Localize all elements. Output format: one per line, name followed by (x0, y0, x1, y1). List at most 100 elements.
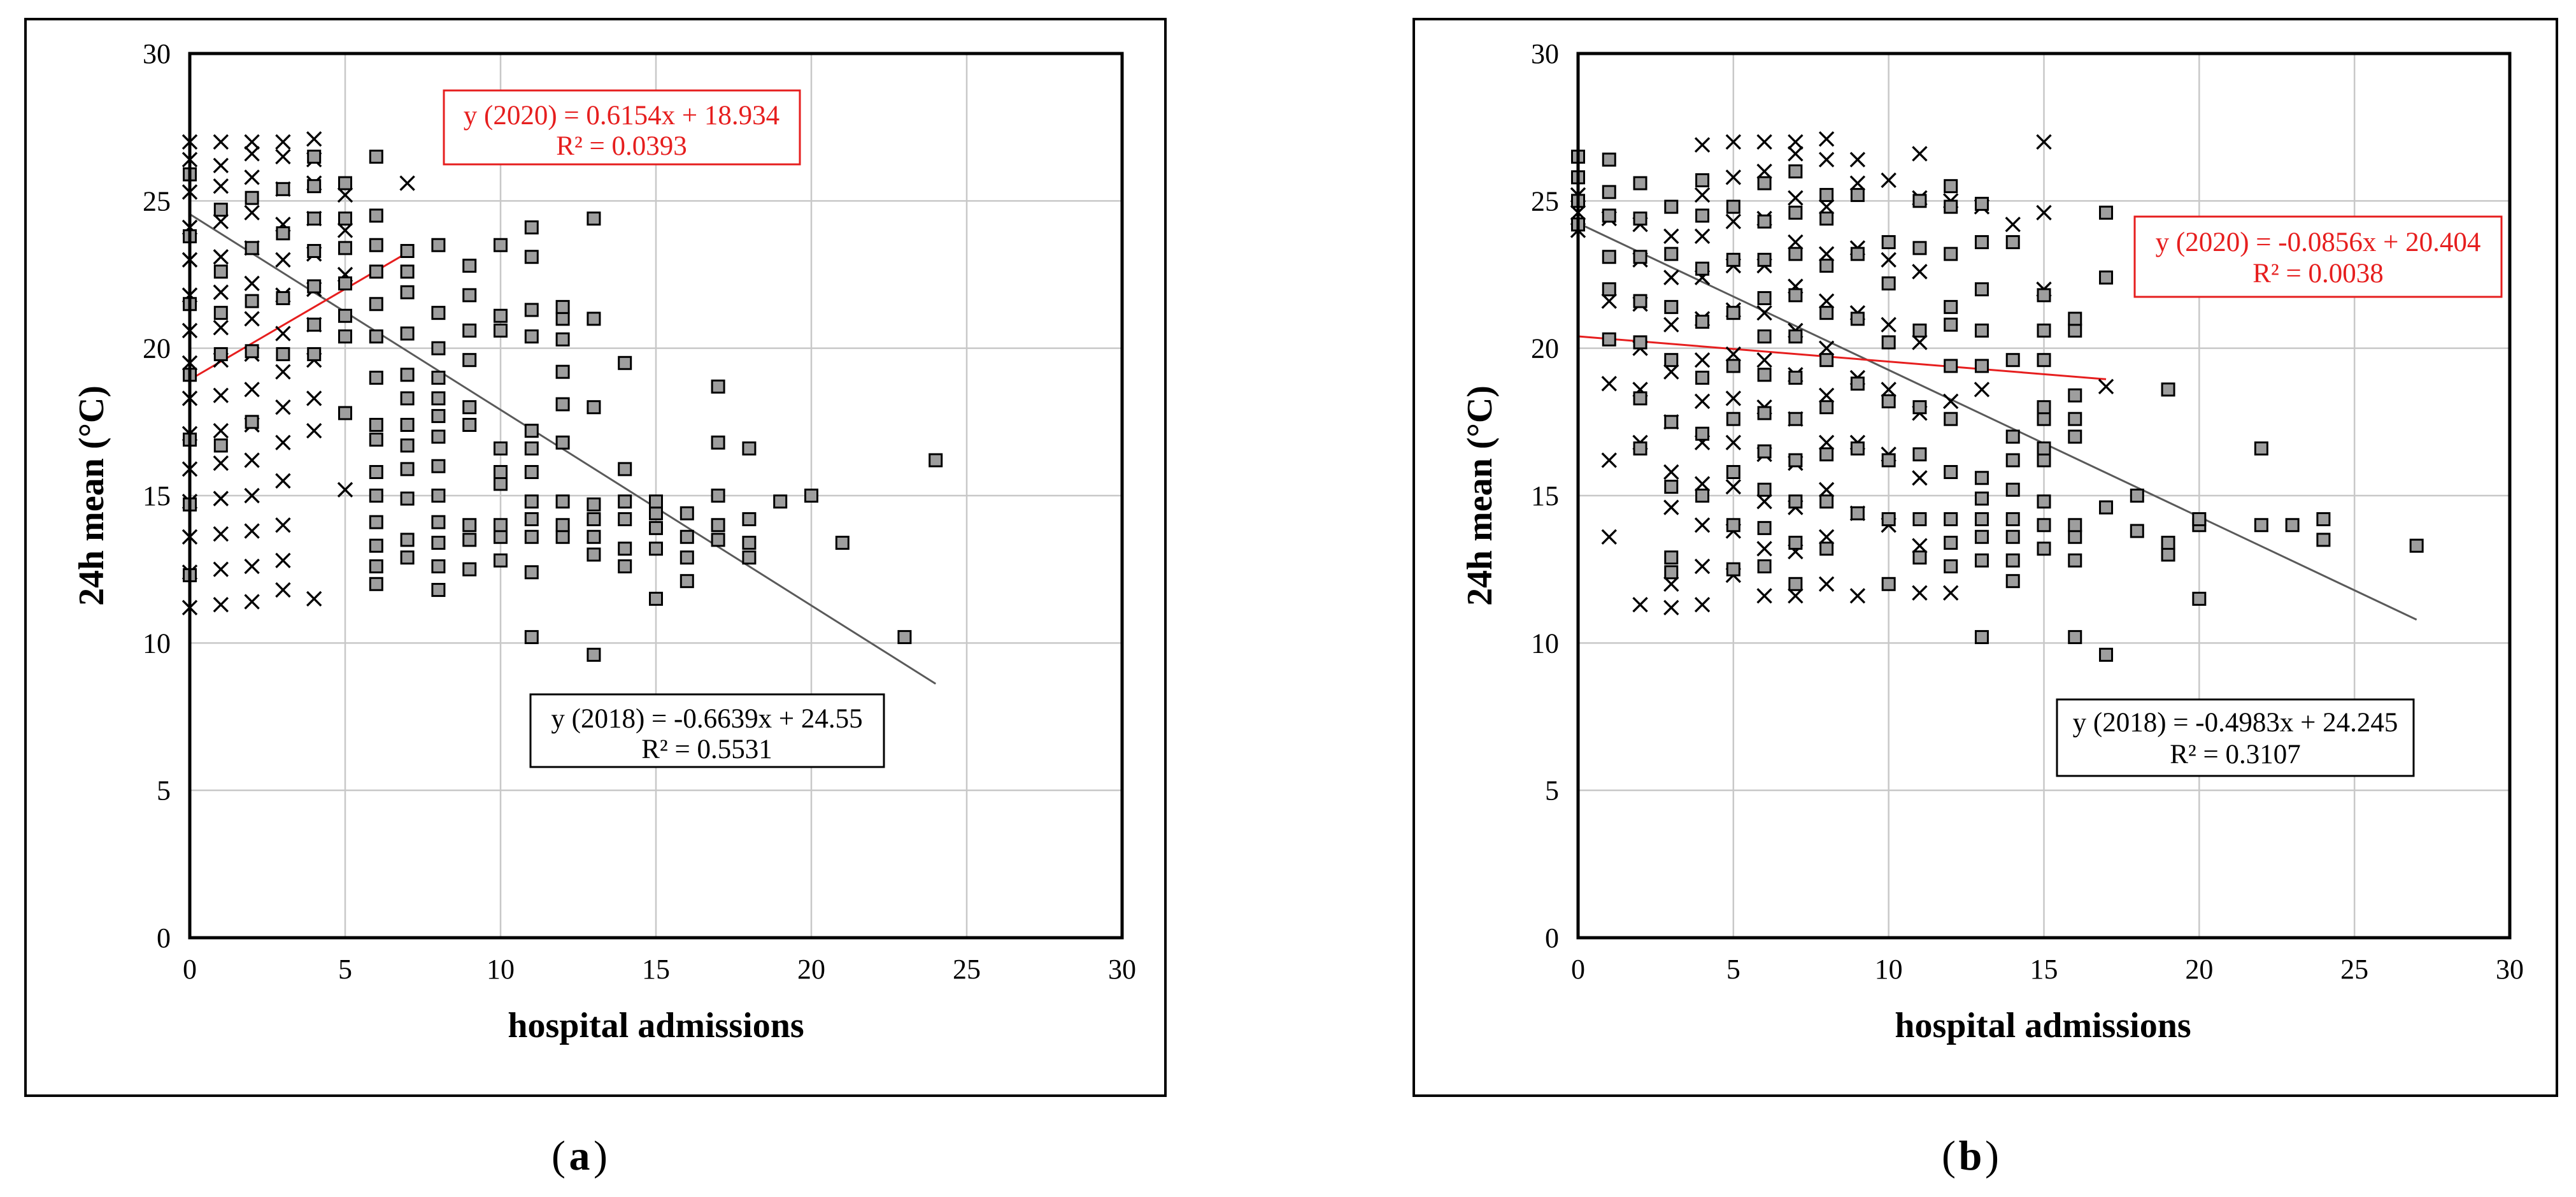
panel-b-data-point-square (2037, 323, 2051, 338)
panel-a-data-point-cross (275, 399, 291, 415)
panel-a-data-point-square (524, 424, 539, 438)
panel-b-data-point-square (1788, 412, 1803, 426)
panel-b-data-point-square (1819, 188, 1834, 203)
panel-b-trendline-2020 (1577, 335, 2107, 380)
panel-b-data-point-square (1912, 550, 1927, 565)
panel-b-data-point-cross (1694, 558, 1711, 575)
panel-b-data-point-cross (1694, 393, 1711, 410)
panel-a-data-point-cross (275, 148, 291, 165)
panel-b-data-point-cross (1912, 538, 1928, 554)
panel-a-data-point-square (742, 441, 757, 455)
panel-a-data-point-square (276, 291, 290, 306)
panel-a-data-point-square (431, 536, 446, 550)
panel-a-data-point-square (524, 512, 539, 527)
panel-b-caption-letter: b (1959, 1133, 1982, 1179)
panel-a-data-point-square (494, 518, 508, 533)
panel-a-data-point-square (276, 347, 290, 361)
panel-b-y-tick-label: 25 (1531, 185, 1559, 217)
panel-a-equation-2020-line: y (2020) = 0.6154x + 18.934 (464, 101, 779, 131)
panel-b-data-point-square (2068, 518, 2082, 533)
panel-a-data-point-square (245, 294, 259, 308)
panel-a-data-point-square (835, 536, 850, 550)
panel-a-data-point-square (587, 647, 601, 662)
panel-b-data-point-square (2005, 429, 2020, 444)
panel-b-data-point-square (1695, 315, 1710, 329)
panel-b-data-point-square (1757, 520, 1772, 535)
panel-a-data-point-square (400, 243, 415, 258)
panel-b-data-point-square (1664, 565, 1679, 580)
panel-b-data-point-square (1664, 353, 1679, 368)
panel-a-data-point-square (524, 565, 539, 580)
panel-a-data-point-square (618, 512, 632, 527)
panel-a-data-point-square (307, 179, 322, 194)
panel-a-data-point-square (431, 459, 446, 473)
panel-b-data-point-square (2192, 591, 2207, 606)
panel-a-grid (190, 54, 1122, 938)
panel-b-data-point-square (1664, 415, 1679, 429)
panel-b-data-point-cross (1725, 134, 1742, 150)
panel-a-data-point-square (524, 220, 539, 234)
panel-b-data-point-square (1726, 464, 1740, 479)
panel-b-data-point-cross (1694, 596, 1711, 613)
panel-b-data-point-square (1944, 299, 1958, 314)
panel-b-data-point-square (2099, 647, 2114, 662)
panel-b-data-point-square (1881, 512, 1896, 527)
panel-a-data-point-square (494, 553, 508, 568)
panel-b-data-point-square (1695, 208, 1710, 223)
panel-a-data-point-cross (275, 134, 291, 150)
panel-b-data-point-square (1633, 176, 1647, 190)
panel-a-data-point-square (431, 583, 446, 598)
panel-a-x-tick-label: 30 (1108, 954, 1136, 985)
panel-b-data-point-square (1633, 441, 1647, 455)
panel-b-data-point-cross (1849, 152, 1866, 168)
panel-b-data-point-square (1819, 211, 1834, 226)
panel-a-x-tick-label: 20 (797, 954, 825, 985)
panel-b-data-point-square (1944, 512, 1958, 527)
panel-a-caption: ( a ) (551, 1133, 608, 1179)
panel-a-data-point-square (462, 562, 477, 577)
panel-b-data-point-square (2161, 382, 2175, 397)
panel-a-data-point-cross (244, 169, 260, 185)
panel-b-y-axis-title: 24h mean (°C) (1460, 385, 1500, 606)
panel-a-data-point-square (711, 435, 725, 450)
panel-a-data-point-cross (213, 320, 229, 336)
panel-a-data-point-square (711, 533, 725, 547)
panel-b-data-point-cross (1788, 146, 1804, 162)
panel-a-data-point-cross (337, 222, 353, 238)
panel-a-data-point-square (400, 417, 415, 432)
panel-b-data-point-cross (1663, 269, 1679, 285)
panel-a-equation-2020: y (2020) = 0.6154x + 18.934 R² = 0.0393 (443, 89, 801, 166)
panel-b-data-point-square (1757, 368, 1772, 382)
panel-a-tick-labels: 0 5 10 15 20 25 30 0 5 10 15 20 25 30 (143, 38, 1136, 985)
panel-b-data-point-square (1757, 329, 1772, 344)
panel-a-data-point-cross (275, 434, 291, 450)
panel-a-data-point-square (929, 453, 943, 468)
panel-b-x-axis-title: hospital admissions (1895, 1006, 2191, 1045)
panel-a-y-tick-label: 25 (143, 185, 171, 217)
panel-b-data-point-square (2005, 235, 2020, 250)
panel-b-data-point-square (2161, 547, 2175, 562)
panel-b-data-point-square (1757, 444, 1772, 459)
panel-b-data-point-square (2037, 453, 2051, 468)
panel-a-data-point-square (555, 397, 570, 412)
panel-a-data-point-square (494, 238, 508, 252)
panel-b-data-point-square (1944, 247, 1958, 261)
panel-b-data-point-square (2068, 553, 2082, 568)
panel-b-data-point-square (1757, 252, 1772, 267)
panel-a-data-point-square (555, 435, 570, 450)
panel-b-data-point-cross (2005, 217, 2021, 233)
panel-b-data-point-square (1881, 235, 1896, 250)
panel-b-data-point-cross (1663, 576, 1679, 592)
panel-b-data-point-square (2068, 312, 2082, 326)
panel-b-data-point-square (1788, 536, 1803, 550)
panel-b-data-point-square (1912, 400, 1927, 415)
panel-a-data-point-square (431, 409, 446, 424)
panel-b-data-point-square (1944, 199, 1958, 214)
panel-b-data-point-square (2068, 323, 2082, 338)
panel-a-data-point-cross (213, 455, 229, 471)
panel-b-data-point-cross (1756, 305, 1772, 321)
panel-b-data-point-square (1695, 489, 1710, 503)
panel-b-data-point-cross (1725, 169, 1742, 185)
panel-a-data-point-cross (244, 275, 260, 292)
panel-b-r2-2020: R² = 0.0038 (2252, 259, 2384, 289)
